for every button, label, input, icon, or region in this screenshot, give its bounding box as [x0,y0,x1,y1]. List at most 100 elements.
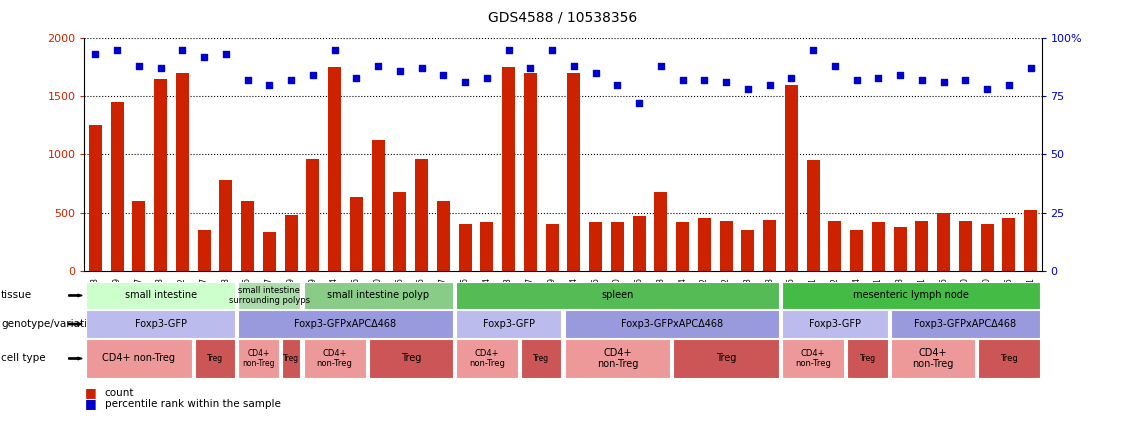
Bar [894,227,906,271]
Point [696,77,714,83]
Bar [785,85,798,271]
Text: GDS4588 / 10538356: GDS4588 / 10538356 [489,11,637,25]
Bar [915,221,929,271]
Bar [285,215,297,271]
Point [412,65,430,72]
Bar [610,222,624,271]
Point [956,77,974,83]
Bar [133,201,145,271]
Point [195,53,213,60]
Text: Treg: Treg [401,354,421,363]
Bar [1025,210,1037,271]
Bar [481,222,493,271]
Point [283,77,301,83]
Point [152,65,170,72]
Text: CD4+
non-Treg: CD4+ non-Treg [242,349,275,368]
Point [913,77,931,83]
Bar [415,159,428,271]
Point [1000,81,1018,88]
Bar [89,125,101,271]
Text: CD4+ non-Treg: CD4+ non-Treg [102,354,176,363]
Bar [720,221,733,271]
Point [325,47,343,53]
Bar [981,224,994,271]
Bar [546,224,558,271]
Bar [306,159,320,271]
Bar [262,232,276,271]
Point [631,100,649,107]
Text: Treg: Treg [283,354,300,363]
Text: CD4+
non-Treg: CD4+ non-Treg [316,349,352,368]
Bar [437,201,450,271]
Point [739,86,757,93]
Point [804,47,822,53]
Text: Treg: Treg [716,354,736,363]
Point [239,77,257,83]
Point [565,63,583,69]
Bar [872,222,885,271]
Text: mesenteric lymph node: mesenteric lymph node [854,291,969,300]
Bar [829,221,841,271]
Bar [741,230,754,271]
Point [108,47,126,53]
Text: Treg: Treg [207,354,223,363]
Bar [372,140,385,271]
Point [173,47,191,53]
Text: Foxp3-GFP: Foxp3-GFP [808,319,861,329]
Point [717,79,735,86]
Text: small intestine polyp: small intestine polyp [327,291,429,300]
Bar [633,216,645,271]
Bar [850,230,864,271]
Point [825,63,843,69]
Text: CD4+
non-Treg: CD4+ non-Treg [912,348,954,369]
Text: CD4+
non-Treg: CD4+ non-Treg [795,349,831,368]
Point [587,70,605,77]
Text: Treg: Treg [534,354,549,363]
Bar [502,67,516,271]
Text: small intestine: small intestine [125,291,197,300]
Point [521,65,539,72]
Point [652,63,670,69]
Point [673,77,691,83]
Bar [110,102,124,271]
Bar [1002,218,1016,271]
Point [935,79,953,86]
Bar [937,213,950,271]
Text: Foxp3-GFPxAPCΔ468: Foxp3-GFPxAPCΔ468 [620,319,723,329]
Bar [524,73,537,271]
Text: genotype/variation: genotype/variation [1,319,100,329]
Point [217,51,235,58]
Text: CD4+
non-Treg: CD4+ non-Treg [468,349,504,368]
Bar [589,222,602,271]
Bar [154,79,167,271]
Text: ■: ■ [84,398,96,410]
Point [435,72,453,79]
Bar [458,224,472,271]
Text: Foxp3-GFP: Foxp3-GFP [483,319,535,329]
Bar [698,218,711,271]
Bar [350,198,363,271]
Point [761,81,779,88]
Point [129,63,148,69]
Bar [806,160,820,271]
Point [477,74,495,81]
Bar [197,230,211,271]
Text: Treg: Treg [1000,354,1018,363]
Text: Treg: Treg [859,354,876,363]
Point [304,72,322,79]
Point [500,47,518,53]
Text: cell type: cell type [1,354,46,363]
Point [369,63,387,69]
Bar [959,221,972,271]
Text: count: count [105,387,134,398]
Bar [220,180,232,271]
Text: percentile rank within the sample: percentile rank within the sample [105,399,280,409]
Point [608,81,626,88]
Text: tissue: tissue [1,291,33,300]
Point [391,67,409,74]
Bar [763,220,776,271]
Text: Foxp3-GFPxAPCΔ468: Foxp3-GFPxAPCΔ468 [914,319,1017,329]
Point [783,74,801,81]
Point [1021,65,1039,72]
Bar [676,222,689,271]
